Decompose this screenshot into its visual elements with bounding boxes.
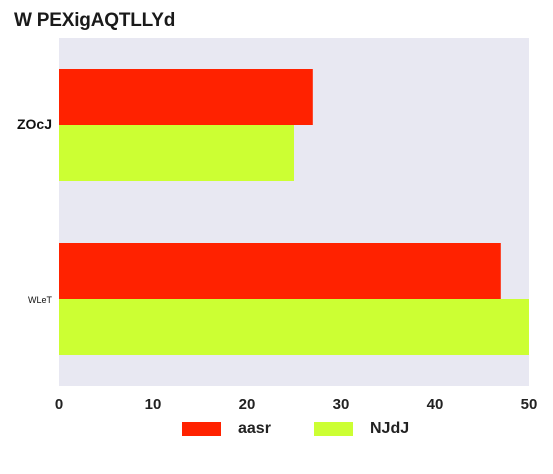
bar-aasr-zocj	[59, 69, 313, 125]
x-tick-label-40: 40	[427, 396, 444, 413]
category-labels: ZOcJ WLeT	[17, 116, 53, 305]
x-tick-label-20: 20	[239, 396, 256, 413]
legend-label-njdj: NJdJ	[370, 420, 410, 437]
legend-label-aasr: aasr	[238, 420, 271, 437]
legend-swatch-njdj	[314, 422, 353, 436]
chart-title: W PEXigAQTLLYd	[14, 10, 176, 31]
category-label-wlet: WLeT	[28, 295, 53, 305]
bar-njdj-zocj	[59, 125, 294, 181]
x-tick-label-50: 50	[521, 396, 538, 413]
x-tick-label-0: 0	[55, 396, 63, 413]
legend-swatch-aasr	[182, 422, 221, 436]
x-axis-ticks: 0 10 20 30 40 50	[55, 396, 538, 413]
legend: aasr NJdJ	[0, 418, 553, 442]
bars-layer	[59, 69, 529, 355]
bar-njdj-wlet	[59, 299, 529, 355]
x-tick-label-10: 10	[145, 396, 162, 413]
x-tick-label-30: 30	[333, 396, 350, 413]
bar-aasr-wlet	[59, 243, 501, 299]
category-label-zocj: ZOcJ	[17, 116, 52, 132]
